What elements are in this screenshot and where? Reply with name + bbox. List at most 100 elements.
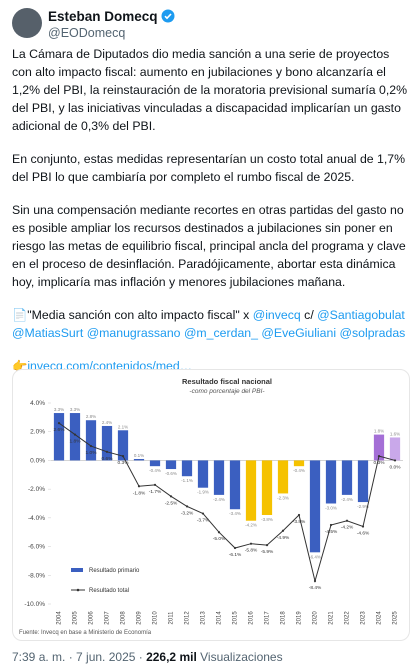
line-point <box>73 433 77 436</box>
line-point <box>217 531 221 534</box>
line-point <box>281 529 285 532</box>
line-value-label: -5.8% <box>245 548 258 554</box>
line-point <box>377 455 381 458</box>
line-point <box>121 455 125 458</box>
x-tick-label: 2007 <box>105 611 111 625</box>
x-tick-label: 2005 <box>73 611 79 625</box>
bar <box>181 460 193 477</box>
x-tick-label: 2011 <box>169 611 175 625</box>
line-point <box>393 459 397 462</box>
mention[interactable]: @invecq <box>252 308 301 322</box>
bar-value-label: -0.4% <box>149 468 161 473</box>
line-point <box>249 542 253 545</box>
paragraph: En conjunto, estas medidas representaría… <box>12 152 406 184</box>
bar <box>133 458 145 461</box>
bar-value-label: 2.4% <box>102 420 112 425</box>
bar <box>213 460 225 495</box>
mention[interactable]: @solpradas <box>339 326 406 340</box>
mention[interactable]: @manugrassano <box>86 326 181 340</box>
x-tick-label: 2010 <box>153 611 159 625</box>
line-value-label: -2.5% <box>165 500 178 506</box>
line-value-label: -6.1% <box>229 552 242 558</box>
line-point <box>233 546 237 550</box>
bar <box>229 460 241 510</box>
mention[interactable]: @m_cerdan_ <box>183 326 258 340</box>
line-point <box>89 444 93 448</box>
bar-value-label: -1.1% <box>181 478 193 483</box>
y-tick-label: -10.0% <box>24 601 45 608</box>
bar-value-label: 2.1% <box>118 424 128 429</box>
bar <box>69 413 81 461</box>
x-tick-label: 2021 <box>329 611 335 625</box>
bar <box>389 437 401 461</box>
line-point <box>153 483 157 486</box>
y-tick-label: 4.0% <box>30 400 45 407</box>
y-tick-label: 2.0% <box>30 429 45 436</box>
timestamp[interactable]: 7:39 a. m. · 7 jun. 2025 · <box>12 650 147 664</box>
line-value-label: 0.3% <box>118 460 130 466</box>
paragraph: La Cámara de Diputados dio media sanción… <box>12 47 408 133</box>
x-tick-label: 2008 <box>121 611 127 625</box>
line-value-label: 1.0% <box>86 450 98 456</box>
bar-value-label: -2.4% <box>341 497 353 502</box>
line-value-label: 0.6% <box>102 456 114 462</box>
bar-value-label: -2.4% <box>213 497 225 502</box>
views: 226,2 mil <box>146 650 197 664</box>
avatar[interactable] <box>12 8 42 38</box>
x-tick-label: 2023 <box>361 611 367 625</box>
line-value-label: -5.0% <box>213 536 226 542</box>
mention[interactable]: @EveGiuliani <box>261 326 337 340</box>
chart-image[interactable]: Resultado fiscal nacional -como porcentaj… <box>12 369 410 641</box>
mention[interactable]: @Santiagobulat <box>317 308 405 322</box>
tweet-body: La Cámara de Diputados dio media sanción… <box>12 45 410 390</box>
bar-value-label: 1.6% <box>390 431 400 436</box>
x-tick-label: 2022 <box>345 611 351 625</box>
bar-value-label: -3.4% <box>229 511 241 516</box>
legend-label: Resultado primario <box>89 568 140 574</box>
line-value-label: 0.3% <box>374 460 386 466</box>
y-tick-label: -2.0% <box>28 486 45 493</box>
bar <box>245 460 257 521</box>
bar <box>149 460 161 467</box>
bar <box>325 460 337 504</box>
line-value-label: -4.6% <box>357 530 370 536</box>
bar-value-label: 3.3% <box>54 407 64 412</box>
chart-source: Fuente: Invecq en base a Ministerio de E… <box>19 630 152 636</box>
x-tick-label: 2012 <box>185 611 191 625</box>
bar <box>309 460 321 553</box>
mention[interactable]: @MatiasSurt <box>12 326 84 340</box>
line-point <box>297 513 301 517</box>
line-point <box>265 544 269 547</box>
line-value-label: 0.0% <box>390 464 402 470</box>
line-value-label: -5.9% <box>261 549 274 555</box>
x-tick-label: 2016 <box>249 611 255 625</box>
bar-value-label: 1.8% <box>374 429 384 434</box>
line-value-label: -1.7% <box>149 489 162 495</box>
bar-value-label: -0.4% <box>293 468 305 473</box>
author-handle[interactable]: @EODomecq <box>48 26 126 40</box>
author-name-text[interactable]: Esteban Domecq <box>48 9 158 24</box>
bar-value-label: 2.8% <box>86 414 96 419</box>
y-tick-label: -6.0% <box>28 544 45 551</box>
line-value-label: -3.8% <box>293 519 306 525</box>
x-tick-label: 2025 <box>393 611 399 625</box>
bar <box>341 460 353 495</box>
line <box>58 422 396 583</box>
line-value-label: -1.8% <box>133 490 146 496</box>
x-tick-label: 2009 <box>137 611 143 625</box>
bar-value-label: -4.2% <box>245 523 257 528</box>
x-tick-label: 2019 <box>297 611 303 625</box>
line-value-label: 1.8% <box>70 439 82 445</box>
line-value-label: -4.2% <box>341 525 354 531</box>
line-point <box>361 525 365 528</box>
line-value-label: -8.4% <box>309 585 322 591</box>
x-tick-label: 2006 <box>89 611 95 625</box>
line-point <box>201 512 205 515</box>
author-name[interactable]: Esteban Domecq <box>48 9 175 24</box>
text: c/ <box>300 308 318 322</box>
x-tick-label: 2015 <box>233 611 239 625</box>
y-tick-label: -4.0% <box>28 515 45 522</box>
chart: Resultado fiscal nacional -como porcentaj… <box>19 377 403 636</box>
bar <box>85 420 97 461</box>
